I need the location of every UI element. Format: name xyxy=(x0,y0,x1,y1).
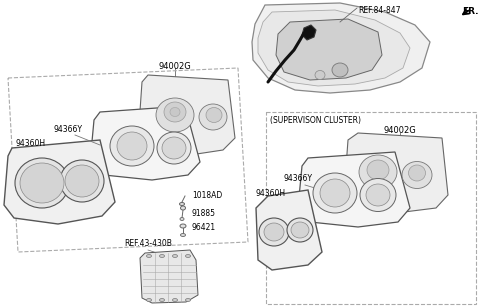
Polygon shape xyxy=(4,140,115,224)
Ellipse shape xyxy=(172,255,178,258)
Text: (SUPERVISON CLUSTER): (SUPERVISON CLUSTER) xyxy=(270,116,361,125)
Ellipse shape xyxy=(366,184,390,206)
Text: 94366Y: 94366Y xyxy=(284,174,312,183)
Polygon shape xyxy=(276,19,382,80)
Ellipse shape xyxy=(157,132,191,164)
Polygon shape xyxy=(140,250,198,303)
Ellipse shape xyxy=(146,298,152,301)
Ellipse shape xyxy=(110,126,154,166)
Polygon shape xyxy=(298,152,410,227)
Polygon shape xyxy=(344,133,448,213)
Ellipse shape xyxy=(180,203,184,205)
Text: 94002G: 94002G xyxy=(158,62,192,71)
Ellipse shape xyxy=(259,218,289,246)
Ellipse shape xyxy=(170,107,180,116)
Ellipse shape xyxy=(367,160,389,180)
Text: REF.84-847: REF.84-847 xyxy=(358,6,400,15)
Ellipse shape xyxy=(180,217,184,220)
Text: 1018AD: 1018AD xyxy=(192,192,222,200)
Ellipse shape xyxy=(15,158,69,208)
Ellipse shape xyxy=(180,234,185,236)
Text: 94360H: 94360H xyxy=(255,189,285,198)
Text: 94366Y: 94366Y xyxy=(53,125,83,134)
Ellipse shape xyxy=(287,218,313,242)
Ellipse shape xyxy=(180,206,185,210)
Ellipse shape xyxy=(332,63,348,77)
Ellipse shape xyxy=(402,161,432,188)
Ellipse shape xyxy=(159,255,165,258)
Ellipse shape xyxy=(117,132,147,160)
Text: 94360H: 94360H xyxy=(15,139,45,148)
Ellipse shape xyxy=(65,165,99,197)
Ellipse shape xyxy=(172,298,178,301)
Ellipse shape xyxy=(199,104,227,130)
Ellipse shape xyxy=(264,223,284,241)
Text: 94002G: 94002G xyxy=(384,126,416,135)
Polygon shape xyxy=(90,106,200,180)
Ellipse shape xyxy=(320,179,350,207)
Polygon shape xyxy=(302,25,316,40)
Ellipse shape xyxy=(315,71,325,80)
Ellipse shape xyxy=(156,98,194,132)
Polygon shape xyxy=(252,3,430,93)
Polygon shape xyxy=(138,75,235,155)
Ellipse shape xyxy=(291,222,309,238)
Ellipse shape xyxy=(146,255,152,258)
Ellipse shape xyxy=(20,163,64,203)
Ellipse shape xyxy=(359,155,397,189)
Ellipse shape xyxy=(313,173,357,213)
Text: 96421: 96421 xyxy=(192,223,216,232)
Text: FR.: FR. xyxy=(462,7,479,16)
Polygon shape xyxy=(256,190,322,270)
Ellipse shape xyxy=(60,160,104,202)
Ellipse shape xyxy=(408,165,425,181)
Polygon shape xyxy=(258,10,410,86)
Ellipse shape xyxy=(185,298,191,301)
Ellipse shape xyxy=(164,102,186,122)
Text: REF.43-430B: REF.43-430B xyxy=(124,239,172,248)
Ellipse shape xyxy=(206,107,222,122)
Ellipse shape xyxy=(180,224,186,228)
Ellipse shape xyxy=(159,298,165,301)
Ellipse shape xyxy=(162,137,186,159)
Ellipse shape xyxy=(185,255,191,258)
Text: 91885: 91885 xyxy=(192,209,216,219)
Ellipse shape xyxy=(360,178,396,212)
